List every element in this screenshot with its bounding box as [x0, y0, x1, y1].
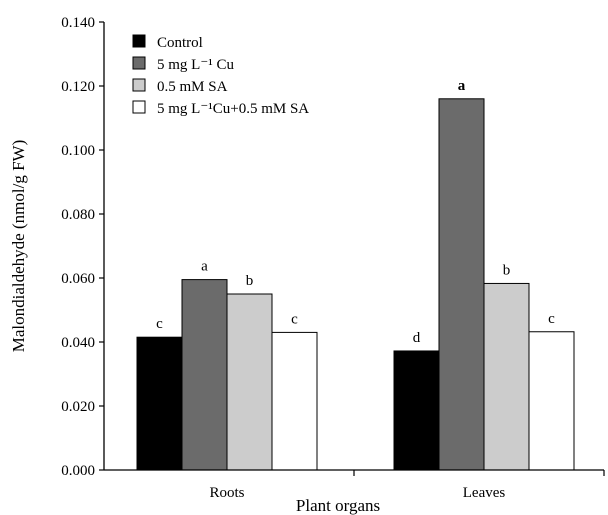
x-axis-ticks: Roots Leaves	[209, 470, 605, 501]
significance-letter-leaves-5-mg-l-cu: a	[458, 78, 466, 94]
y-axis-title: Malondialdehyde (nmol/g FW)	[9, 140, 28, 352]
x-axis-title: Plant organs	[296, 496, 380, 515]
bar-leaves-5-mg-l-cu	[438, 98, 485, 471]
legend-swatch-5-mg-l-cu-0-5-mm-sa	[132, 100, 146, 114]
legend-label-5-mg-l-cu-0-5-mm-sa: 5 mg L⁻¹Cu+0.5 mM SA	[157, 101, 309, 117]
y-tick-label: 0.100	[61, 143, 95, 159]
significance-letter-leaves-control: d	[413, 330, 421, 346]
bar-leaves-control	[393, 350, 440, 471]
y-tick-label: 0.060	[61, 271, 95, 287]
bar-roots-5-mg-l-cu-0-5-mm-sa	[271, 331, 318, 471]
legend-label-control: Control	[157, 35, 203, 51]
y-tick-label: 0.120	[61, 79, 95, 95]
legend: Control 5 mg L⁻¹ Cu 0.5 mM SA 5 mg L⁻¹Cu+0.…	[132, 34, 309, 117]
bar-roots-control	[136, 336, 183, 471]
bar-leaves-0-5-mm-sa	[483, 282, 530, 471]
significance-letter-leaves-0-5-mm-sa: b	[503, 262, 511, 278]
y-tick-label: 0.040	[61, 335, 95, 351]
y-tick-label: 0.000	[61, 463, 95, 479]
significance-letter-roots-5-mg-l-cu: a	[201, 259, 208, 275]
legend-label-0-5-mm-sa: 0.5 mM SA	[157, 79, 228, 95]
legend-swatch-5-mg-l-cu	[132, 56, 146, 70]
y-axis-ticks: 0.000 0.020 0.040 0.060 0.080 0.100 0.120 0.140	[61, 15, 104, 479]
bars	[136, 98, 575, 471]
significance-letter-roots-control: c	[156, 316, 163, 332]
bar-roots-5-mg-l-cu	[181, 279, 228, 471]
bar-leaves-5-mg-l-cu-0-5-mm-sa	[528, 331, 575, 471]
significance-letter-leaves-5-mg-l-cu-0-5-mm-sa: c	[548, 311, 555, 327]
legend-label-5-mg-l-cu: 5 mg L⁻¹ Cu	[157, 57, 234, 73]
x-tick-label-roots: Roots	[209, 485, 244, 501]
legend-swatch-0-5-mm-sa	[132, 78, 146, 92]
y-tick-label: 0.020	[61, 399, 95, 415]
legend-swatch-control	[132, 34, 146, 48]
y-tick-label: 0.140	[61, 15, 95, 31]
bar-roots-0-5-mm-sa	[226, 293, 273, 471]
significance-letter-roots-0-5-mm-sa: b	[246, 273, 254, 289]
significance-letters: c a b c d a b c	[156, 78, 555, 346]
significance-letter-roots-5-mg-l-cu-0-5-mm-sa: c	[291, 311, 298, 327]
x-tick-label-leaves: Leaves	[463, 485, 506, 501]
y-tick-label: 0.080	[61, 207, 95, 223]
